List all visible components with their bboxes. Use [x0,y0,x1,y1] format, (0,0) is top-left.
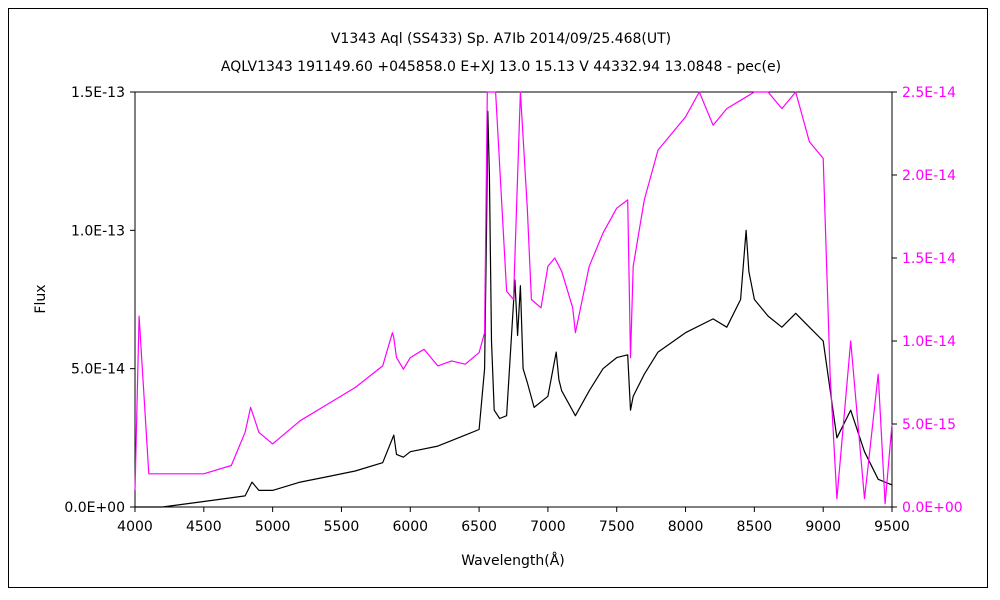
x-tick-label: 8500 [737,519,773,535]
x-axis-label: Wavelength(Å) [461,552,565,569]
y-tick-label: 1.5E-13 [71,85,125,101]
y-tick-label: 5.0E-14 [71,362,125,378]
y2-tick-label: 1.0E-14 [902,334,956,350]
x-tick-label: 9000 [805,519,841,535]
y-tick-label: 1.0E-13 [71,223,125,239]
x-tick-label: 6500 [461,519,497,535]
y2-axis-ticks: 0.0E+00 5.0E-15 1.0E-14 1.5E-14 2.0E-14 2.5E-… [892,85,963,516]
left-series-layer [135,110,893,508]
x-axis-ticks: 4000 4500 5000 5500 6000 6500 7000 7500 8000 8500… [117,507,910,535]
y-axis-ticks: 0.0E+00 5.0E-14 1.0E-13 1.5E-13 [64,85,135,516]
x-tick-label: 8000 [668,519,704,535]
x-tick-label: 4000 [117,519,153,535]
series-line-magenta [134,91,893,505]
chart-subtitle: AQLV1343 191149.60 +045858.0 E+XJ 13.0 1… [221,59,781,75]
x-tick-label: 5500 [324,519,360,535]
x-tick-label: 6000 [392,519,428,535]
y2-tick-label: 2.0E-14 [902,168,956,184]
spectrum-chart: V1343 Aql (SS433) Sp. A7Ib 2014/09/25.46… [33,31,963,569]
right-series-layer [134,91,893,505]
y2-tick-label: 2.5E-14 [902,85,956,101]
x-tick-label: 7500 [599,519,635,535]
x-tick-label: 9500 [874,519,910,535]
x-tick-label: 5000 [255,519,291,535]
chart-frame: V1343 Aql (SS433) Sp. A7Ib 2014/09/25.46… [8,8,988,588]
y-axis-label: Flux [33,284,49,313]
y2-tick-label: 5.0E-15 [902,417,956,433]
chart-title: V1343 Aql (SS433) Sp. A7Ib 2014/09/25.46… [331,31,671,47]
series-line-black [135,110,893,508]
y2-tick-label: 1.5E-14 [902,251,956,267]
x-tick-label: 4500 [186,519,222,535]
y-tick-label: 0.0E+00 [64,500,125,516]
x-tick-label: 7000 [530,519,566,535]
y2-tick-label: 0.0E+00 [902,500,963,516]
